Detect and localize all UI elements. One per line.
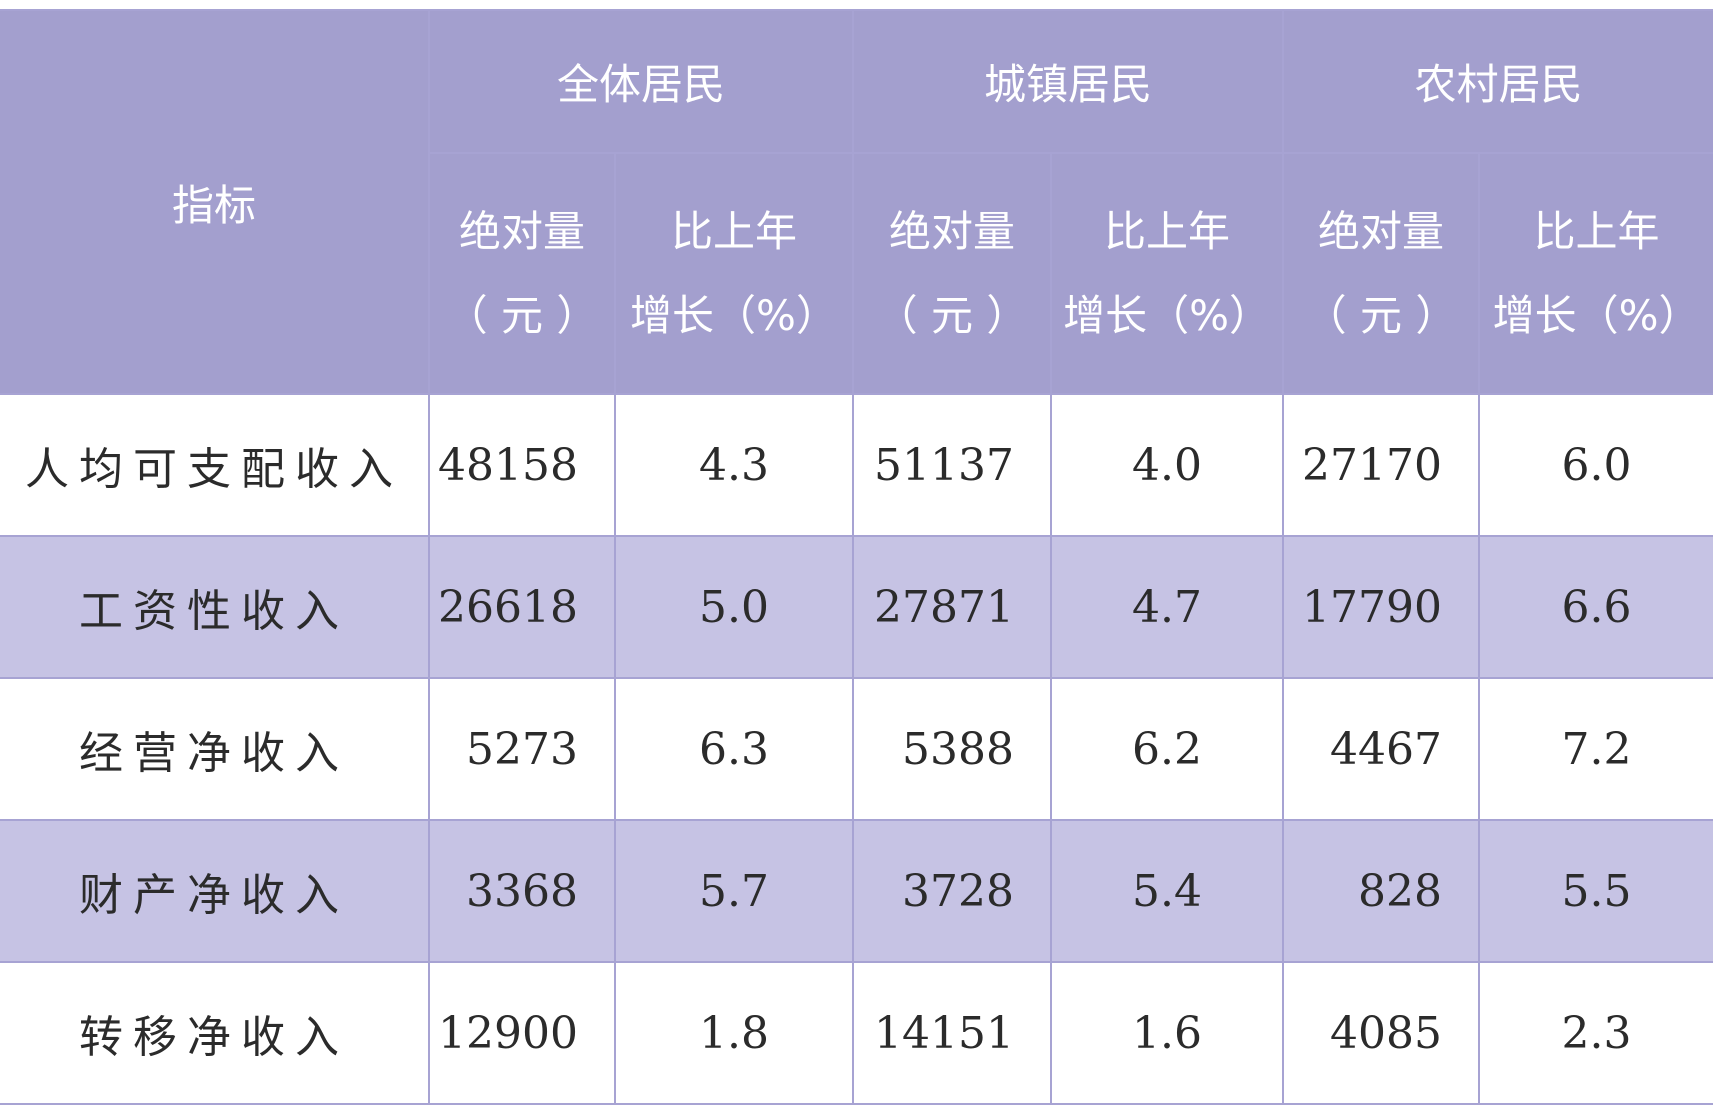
cell: 6.6 xyxy=(1478,535,1713,679)
cell: 26618 xyxy=(428,535,616,679)
sub-header-line: （ 元 ） xyxy=(875,290,1029,340)
cell: 1.8 xyxy=(613,961,855,1105)
group-header: 城镇居民 xyxy=(852,9,1285,154)
cell: 4.3 xyxy=(613,393,855,537)
cell: 27871 xyxy=(852,535,1053,679)
row-label: 工资性收入 xyxy=(0,535,430,679)
sub-header-line: 增长（%） xyxy=(1492,290,1701,340)
sub-header-line: 比上年 xyxy=(671,206,798,256)
sub-header-line: 比上年 xyxy=(1104,206,1231,256)
sub-header-line: 绝对量 xyxy=(889,206,1016,256)
cell: 5.5 xyxy=(1478,819,1713,963)
cell: 17790 xyxy=(1282,535,1481,679)
corner-header: 指标 xyxy=(0,9,430,395)
cell: 2.3 xyxy=(1478,961,1713,1105)
cell: 4.7 xyxy=(1050,535,1285,679)
sub-header-line: 增长（%） xyxy=(1063,290,1271,340)
sub-header: 绝对量 （ 元 ） xyxy=(1282,152,1481,395)
cell: 6.2 xyxy=(1050,677,1285,821)
cell: 51137 xyxy=(852,393,1053,537)
sub-header: 比上年增长（%） xyxy=(613,152,855,395)
cell: 828 xyxy=(1282,819,1481,963)
cell: 27170 xyxy=(1282,393,1481,537)
cell: 5.0 xyxy=(613,535,855,679)
table-row: 财产净收入 3368 5.7 3728 5.4 828 5.5 xyxy=(0,819,1713,963)
cell: 5.7 xyxy=(613,819,855,963)
cell: 14151 xyxy=(852,961,1053,1105)
cell: 6.3 xyxy=(613,677,855,821)
row-label: 人均可支配收入 xyxy=(0,393,430,537)
sub-header: 绝对量 （ 元 ） xyxy=(429,152,616,395)
row-label: 经营净收入 xyxy=(0,677,430,821)
sub-header-line: 绝对量 xyxy=(458,206,585,256)
cell: 1.6 xyxy=(1050,961,1285,1105)
sub-header-line: 绝对量 xyxy=(1318,206,1445,256)
sub-header: 绝对量 （ 元 ） xyxy=(852,152,1053,395)
row-label: 财产净收入 xyxy=(0,819,430,963)
cell: 3368 xyxy=(428,819,616,963)
cell: 12900 xyxy=(428,961,616,1105)
cell: 5273 xyxy=(428,677,616,821)
sub-header-line: （ 元 ） xyxy=(1304,290,1458,340)
cell: 4085 xyxy=(1282,961,1481,1105)
cell: 4.0 xyxy=(1050,393,1285,537)
cell: 5.4 xyxy=(1050,819,1285,963)
group-header: 农村居民 xyxy=(1282,9,1713,154)
sub-header: 比上年增长（%） xyxy=(1478,152,1713,395)
row-label: 转移净收入 xyxy=(0,961,430,1105)
sub-header: 比上年增长（%） xyxy=(1050,152,1285,395)
cell: 5388 xyxy=(852,677,1053,821)
sub-header-line: 增长（%） xyxy=(630,290,838,340)
cell: 3728 xyxy=(852,819,1053,963)
income-table: 指标 全体居民 城镇居民 农村居民 绝对量 （ 元 ） 比上年增长（%） 绝对量 （ 元 ） 比… xyxy=(0,9,1713,1105)
cell: 48158 xyxy=(428,393,616,537)
sub-header-line: （ 元 ） xyxy=(445,290,599,340)
cell: 7.2 xyxy=(1478,677,1713,821)
sub-header-line: 比上年 xyxy=(1533,206,1660,256)
table-row: 经营净收入 5273 6.3 5388 6.2 4467 7.2 xyxy=(0,677,1713,821)
cell: 6.0 xyxy=(1478,393,1713,537)
table-row: 工资性收入 26618 5.0 27871 4.7 17790 6.6 xyxy=(0,535,1713,679)
cell: 4467 xyxy=(1282,677,1481,821)
group-header: 全体居民 xyxy=(427,9,855,154)
table-row: 人均可支配收入 48158 4.3 51137 4.0 27170 6.0 xyxy=(0,393,1713,537)
table-row: 转移净收入 12900 1.8 14151 1.6 4085 2.3 xyxy=(0,961,1713,1105)
